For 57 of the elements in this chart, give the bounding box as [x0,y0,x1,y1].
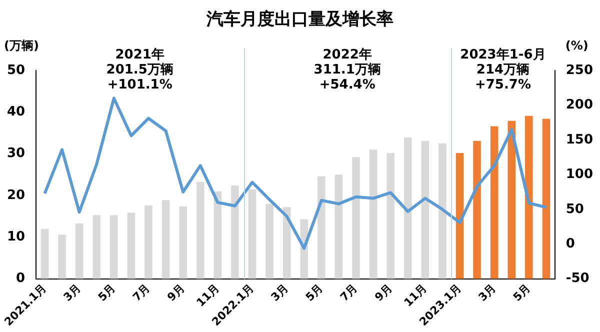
x-tick-label: 3月 [268,281,291,304]
bar [490,126,498,279]
x-tick-label: 5月 [303,281,326,304]
y2-tick-label: -50 [566,271,590,286]
y2-tick-label: 0 [566,236,575,252]
bar [473,140,481,279]
bar [196,182,204,279]
bar [110,215,118,279]
bar [421,140,430,279]
bar [542,118,550,279]
bar [75,223,84,279]
chart-title: 汽车月度出口量及增长率 [206,10,394,30]
bar [58,234,66,279]
bar [162,200,170,279]
y2-tick-label: 200 [566,98,594,113]
bar [40,228,49,279]
bar [248,189,256,279]
y-tick-label: 10 [6,230,26,245]
bar [214,191,222,279]
x-tick-label: 9月 [372,281,395,304]
x-tick-label: 5月 [510,281,534,304]
bar [525,116,533,279]
bar [404,138,412,279]
annotation: 2021年 201.5万辆 +101.1% [106,47,174,92]
bar [438,143,446,279]
y2-tick-label: 50 [566,202,584,217]
annotation: 2023年1-6月 214万辆 +75.7% [460,47,546,92]
annotation: 2022年 311.1万辆 +54.4% [314,47,381,92]
y-axis-title: (万辆) [4,38,39,53]
bar [352,157,360,279]
bar [386,152,394,279]
y-tick-label: 50 [6,62,26,78]
y2-tick-label: 100 [566,167,594,182]
y-tick-label: 30 [6,146,26,162]
bar [318,176,326,279]
y-tick-label: 0 [16,271,26,286]
bar [334,174,343,279]
x-tick-label: 3月 [476,281,498,304]
x-tick-label: 5月 [96,281,118,304]
bar [179,206,187,279]
y2-tick-label: 150 [566,132,594,148]
y-tick-label: 20 [6,188,26,203]
bar [231,185,239,279]
bar [92,215,101,279]
bar [144,205,152,279]
bar [266,204,274,279]
y2-axis-title: (%) [565,38,588,53]
x-tick-label: 3月 [61,281,84,304]
bar [369,150,378,279]
bar [456,152,464,279]
y-tick-label: 40 [6,104,26,120]
bar [508,120,516,279]
x-tick-label: 9月 [164,281,188,304]
x-tick-label: 7月 [338,281,360,304]
y2-tick-label: 250 [566,62,594,78]
x-tick-label: 7月 [130,281,153,304]
bar [127,212,136,279]
